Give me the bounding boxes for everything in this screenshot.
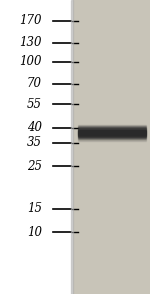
Bar [78,133,146,134]
Bar [78,132,146,133]
Bar [0,0,72,294]
Bar [78,130,146,131]
Bar [78,136,146,137]
Bar [78,139,146,140]
Bar [78,140,146,141]
Bar [78,125,146,126]
Text: 10: 10 [27,226,42,239]
Bar [78,131,146,132]
Bar [78,129,146,130]
Bar [78,138,146,139]
Text: 70: 70 [27,77,42,90]
Bar [78,135,146,136]
Text: 55: 55 [27,98,42,111]
Text: 130: 130 [20,36,42,49]
Text: 35: 35 [27,136,42,149]
Bar [78,126,146,127]
Bar [78,134,146,135]
Text: 100: 100 [20,55,42,68]
Bar [78,127,146,128]
Text: 15: 15 [27,202,42,215]
Text: 170: 170 [20,14,42,27]
Text: 40: 40 [27,121,42,134]
Bar [71,0,73,294]
Bar [78,128,146,129]
Text: 25: 25 [27,160,42,173]
Bar [78,137,146,138]
Bar [72,0,150,294]
